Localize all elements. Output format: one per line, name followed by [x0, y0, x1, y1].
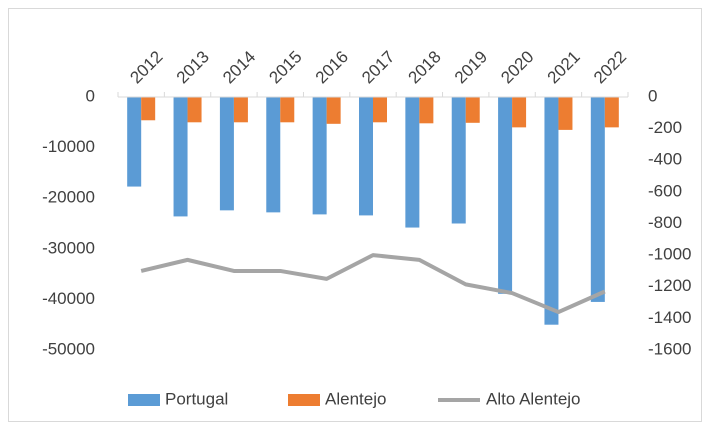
bar: [512, 97, 527, 128]
bar: [604, 97, 619, 128]
chart-frame: [8, 8, 702, 422]
y-tick-label: -30000: [42, 238, 95, 257]
y2-tick-label: -1200: [648, 276, 691, 295]
bar: [359, 97, 373, 216]
y2-tick-label: -800: [648, 213, 682, 232]
legend-label: Alentejo: [325, 389, 386, 408]
bar: [451, 97, 466, 224]
y2-tick-label: -400: [648, 150, 682, 169]
bar: [326, 97, 341, 124]
y-tick-label: -50000: [42, 339, 95, 358]
bar: [419, 97, 434, 124]
bar: [141, 97, 156, 121]
y-tick-label: -10000: [42, 137, 95, 156]
legend-swatch: [288, 394, 320, 406]
bar: [173, 97, 188, 217]
y2-tick-label: -1600: [648, 339, 691, 358]
bar: [558, 97, 573, 130]
bar: [187, 97, 202, 123]
bar: [498, 97, 513, 294]
y2-tick-label: -200: [648, 118, 682, 137]
bar: [266, 97, 281, 213]
legend-label: Alto Alentejo: [486, 389, 581, 408]
legend-swatch: [128, 394, 160, 406]
y2-tick-label: 0: [648, 86, 657, 105]
y2-tick-label: -1000: [648, 245, 691, 264]
y2-tick-label: -1400: [648, 308, 691, 327]
bar: [373, 97, 387, 123]
bar: [465, 97, 480, 123]
legend-label: Portugal: [165, 389, 228, 408]
bar: [544, 97, 559, 325]
bar: [312, 97, 327, 215]
line-series: [140, 253, 606, 315]
y-tick-label: -40000: [42, 289, 95, 308]
bar: [405, 97, 420, 228]
bar: [127, 97, 142, 187]
bar: [590, 97, 605, 302]
bar: [233, 97, 248, 123]
bar: [219, 97, 234, 211]
y2-tick-label: -600: [648, 181, 682, 200]
y-tick-label: -20000: [42, 188, 95, 207]
bar: [280, 97, 295, 123]
y-tick-label: 0: [86, 86, 95, 105]
